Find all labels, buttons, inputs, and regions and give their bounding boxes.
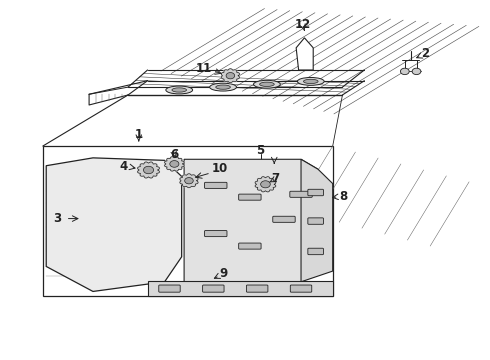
- Polygon shape: [296, 38, 313, 70]
- Polygon shape: [255, 177, 276, 192]
- FancyBboxPatch shape: [308, 248, 323, 255]
- FancyBboxPatch shape: [239, 194, 261, 200]
- Ellipse shape: [216, 85, 230, 89]
- FancyBboxPatch shape: [204, 182, 227, 188]
- Polygon shape: [138, 162, 159, 178]
- FancyBboxPatch shape: [273, 216, 295, 222]
- Text: 8: 8: [339, 190, 347, 203]
- Polygon shape: [180, 174, 198, 188]
- Circle shape: [144, 166, 154, 174]
- FancyBboxPatch shape: [246, 285, 268, 292]
- Text: 12: 12: [294, 18, 311, 31]
- Polygon shape: [147, 281, 333, 296]
- Circle shape: [261, 181, 270, 188]
- FancyBboxPatch shape: [159, 285, 180, 292]
- FancyBboxPatch shape: [290, 191, 312, 197]
- FancyBboxPatch shape: [202, 285, 224, 292]
- Text: 11: 11: [196, 62, 212, 75]
- Circle shape: [400, 68, 409, 75]
- Text: 5: 5: [256, 144, 265, 157]
- Ellipse shape: [210, 83, 237, 91]
- Text: 9: 9: [219, 267, 227, 280]
- Text: 2: 2: [421, 47, 429, 60]
- FancyBboxPatch shape: [290, 285, 312, 292]
- Text: 10: 10: [212, 162, 228, 175]
- Polygon shape: [221, 69, 240, 83]
- Bar: [43, 146, 333, 296]
- Circle shape: [185, 177, 193, 184]
- Circle shape: [226, 73, 235, 79]
- Ellipse shape: [303, 79, 318, 84]
- Text: 3: 3: [53, 212, 61, 225]
- Ellipse shape: [297, 77, 324, 85]
- Polygon shape: [184, 159, 318, 282]
- FancyBboxPatch shape: [308, 189, 323, 196]
- Polygon shape: [46, 158, 182, 292]
- FancyBboxPatch shape: [239, 243, 261, 249]
- Ellipse shape: [260, 82, 274, 86]
- Text: 7: 7: [271, 172, 279, 185]
- Text: 4: 4: [119, 160, 127, 173]
- Text: 1: 1: [135, 128, 143, 141]
- Circle shape: [412, 68, 421, 75]
- Polygon shape: [165, 157, 184, 171]
- FancyBboxPatch shape: [308, 218, 323, 224]
- Polygon shape: [301, 159, 333, 282]
- Ellipse shape: [172, 88, 187, 92]
- Ellipse shape: [166, 86, 193, 94]
- Ellipse shape: [253, 80, 280, 88]
- FancyBboxPatch shape: [204, 230, 227, 237]
- Circle shape: [170, 161, 179, 167]
- Text: 6: 6: [171, 148, 179, 161]
